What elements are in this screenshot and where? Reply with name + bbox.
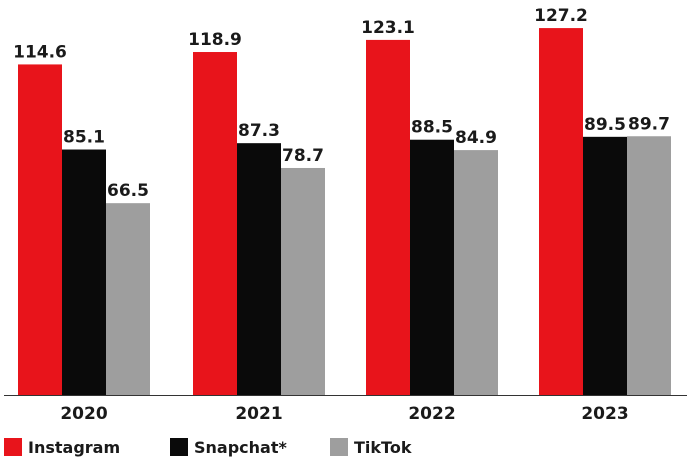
value-label: 84.9 [455,128,497,148]
value-label: 114.6 [13,42,67,62]
legend-label-instagram: Instagram [28,438,120,457]
value-label: 89.5 [584,115,626,135]
value-label: 89.7 [628,114,670,134]
bars-layer [18,28,671,396]
legend-swatch-snapchat [170,438,188,456]
value-label: 127.2 [534,6,588,26]
bar-instagram-2022 [366,39,410,396]
bar-snapchat-2020 [62,149,106,395]
value-label: 88.5 [411,118,453,138]
value-label: 87.3 [238,121,280,141]
x-tick-label: 2023 [581,404,628,424]
bar-tiktok-2020 [106,203,150,395]
bar-snapchat-2023 [583,136,627,396]
value-label: 78.7 [282,146,324,166]
bar-instagram-2020 [18,64,62,395]
bar-instagram-2021 [193,52,237,396]
legend-label-snapchat: Snapchat* [194,438,287,457]
bar-instagram-2023 [539,28,583,395]
value-label: 85.1 [63,128,105,148]
bar-snapchat-2021 [237,143,281,395]
legend-label-tiktok: TikTok [354,438,412,457]
x-tick-label: 2022 [408,404,455,424]
category-labels-layer: 2020 2021 2022 2023 [60,404,628,424]
legend: Instagram Snapchat* TikTok [4,438,412,457]
value-label: 118.9 [188,30,242,50]
bar-snapchat-2022 [410,139,454,395]
bar-tiktok-2023 [627,136,671,395]
x-tick-label: 2021 [235,404,282,424]
bar-tiktok-2022 [454,150,498,395]
legend-swatch-tiktok [330,438,348,456]
bar-tiktok-2021 [281,167,325,395]
value-labels-layer: 114.6 85.1 66.5 118.9 87.378.7 123.1 88.584.9 1… [13,6,670,201]
value-label: 66.5 [107,181,149,201]
value-label: 123.1 [361,18,415,38]
x-tick-label: 2020 [60,404,107,424]
legend-swatch-instagram [4,438,22,456]
